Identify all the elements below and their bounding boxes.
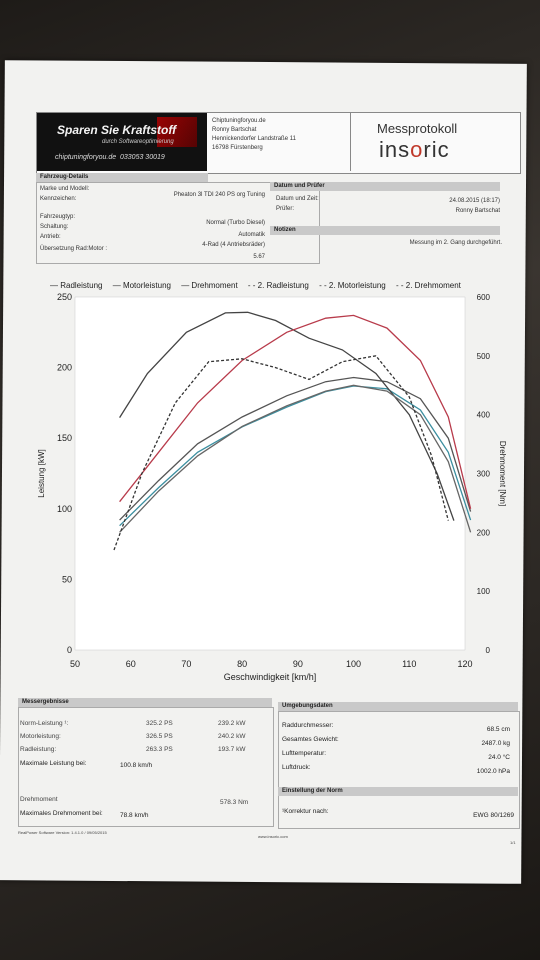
vehicle-value-model: Pheaton 3l TDI 240 PS org Tuning (173, 192, 265, 198)
results-heading: Messergebnisse (18, 698, 272, 707)
logo-graphic (157, 117, 197, 147)
env-label-temp: Lufttemperatur: (282, 750, 327, 757)
max-torque-label: Maximales Drehmoment bei: (20, 810, 103, 817)
max-power-label: Maximale Leistung bei: (20, 760, 87, 767)
torque-value: 578.3 Nm (220, 799, 249, 806)
vehicle-label-gear: Schaltung: (40, 224, 69, 230)
logo-slogan: Sparen Sie Kraftstoff (57, 123, 177, 137)
report-header: Sparen Sie Kraftstoff durch Softwareopti… (36, 112, 521, 174)
result-kw-engine: 240.2 kW (218, 733, 246, 740)
legend-item: - - 2. Radleistung (247, 281, 309, 290)
env-label-weight: Gesamtes Gewicht: (282, 736, 339, 743)
vehicle-value-ratio: 5.67 (253, 254, 265, 260)
result-kw-wheel: 193.7 kW (218, 746, 246, 753)
max-torque-value: 78.8 km/h (120, 812, 149, 819)
insoric-brand: insoric (379, 137, 450, 162)
result-ps-wheel: 263.3 PS (146, 746, 173, 753)
result-ps-norm: 325.2 PS (146, 720, 173, 727)
result-label-norm: Norm-Leistung ¹: (20, 720, 69, 727)
date-value: 24.08.2015 (18:17) (449, 198, 500, 204)
vehicle-details-box (36, 182, 320, 264)
legend-item: — Radleistung (50, 281, 103, 290)
vehicle-details-heading: Fahrzeug-Details (36, 173, 208, 182)
norm-heading: Einstellung der Norm (278, 787, 518, 796)
date-label: Datum und Zeit: (276, 196, 319, 202)
env-value-temp: 24.0 °C (488, 754, 510, 761)
env-value-wheel: 68.5 cm (486, 726, 510, 733)
environment-heading: Umgebungsdaten (278, 702, 518, 711)
legend-item: - - 2. Motorleistung (319, 281, 386, 290)
header-divider (350, 113, 351, 171)
vehicle-label-plate: Kennzeichen: (40, 196, 77, 202)
result-ps-engine: 326.5 PS (146, 733, 173, 740)
logo-website: chiptuningforyou.de 033053 30019 (55, 154, 165, 161)
examiner-value: Ronny Bartschat (455, 208, 500, 214)
results-box (18, 707, 274, 827)
date-heading: Datum und Prüfer (270, 182, 500, 191)
legend-item: - - 2. Drehmoment (396, 281, 461, 290)
vehicle-label-type: Fahrzeugtyp: (40, 214, 76, 220)
vehicle-value-gear: Automatik (238, 232, 265, 238)
vehicle-value-drive: 4-Rad (4 Antriebsräder) (202, 242, 265, 248)
company-logo: Sparen Sie Kraftstoff durch Softwareopti… (37, 113, 207, 171)
vehicle-label-ratio: Übersetzung Rad:Motor : (40, 246, 108, 252)
vehicle-label-model: Marke und Modell: (40, 186, 90, 192)
notes-heading: Notizen (270, 226, 500, 235)
result-label-engine: Motorleistung: (20, 733, 61, 740)
legend-item: — Motorleistung (112, 281, 171, 290)
env-label-pressure: Luftdruck: (282, 764, 311, 771)
env-value-weight: 2487.0 kg (481, 740, 510, 747)
torque-label: Drehmoment (20, 796, 58, 803)
norm-label: ¹Korrektur nach: (282, 808, 329, 815)
legend-item: — Drehmoment (181, 281, 238, 290)
result-kw-norm: 239.2 kW (218, 720, 246, 727)
software-version: RealPower Software Version: 1.4.1.0 / 09… (18, 830, 107, 835)
footer-url: www.insoric.com (258, 834, 288, 839)
report-title: Messprotokoll (377, 121, 458, 136)
chart-legend: — Radleistung — Motorleistung — Drehmome… (50, 281, 469, 290)
env-value-pressure: 1002.0 hPa (476, 768, 510, 775)
examiner-label: Prüfer: (276, 206, 295, 212)
company-address: Chiptuningforyou.de Ronny Bartschat Henn… (212, 118, 296, 151)
logo-subline: durch Softwareoptimierung (102, 139, 174, 145)
result-label-wheel: Radleistung: (20, 746, 57, 753)
env-label-wheel: Raddurchmesser: (282, 722, 334, 729)
vehicle-label-drive: Antrieb: (40, 234, 61, 240)
norm-value: EWG 80/1269 (473, 812, 514, 819)
notes-text: Messung im 2. Gang durchgeführt. (409, 240, 502, 246)
page-number: 1/1 (510, 840, 516, 845)
environment-box (278, 711, 520, 829)
max-power-value: 100.8 km/h (120, 762, 153, 769)
vehicle-value-type: Normal (Turbo Diesel) (206, 220, 265, 226)
